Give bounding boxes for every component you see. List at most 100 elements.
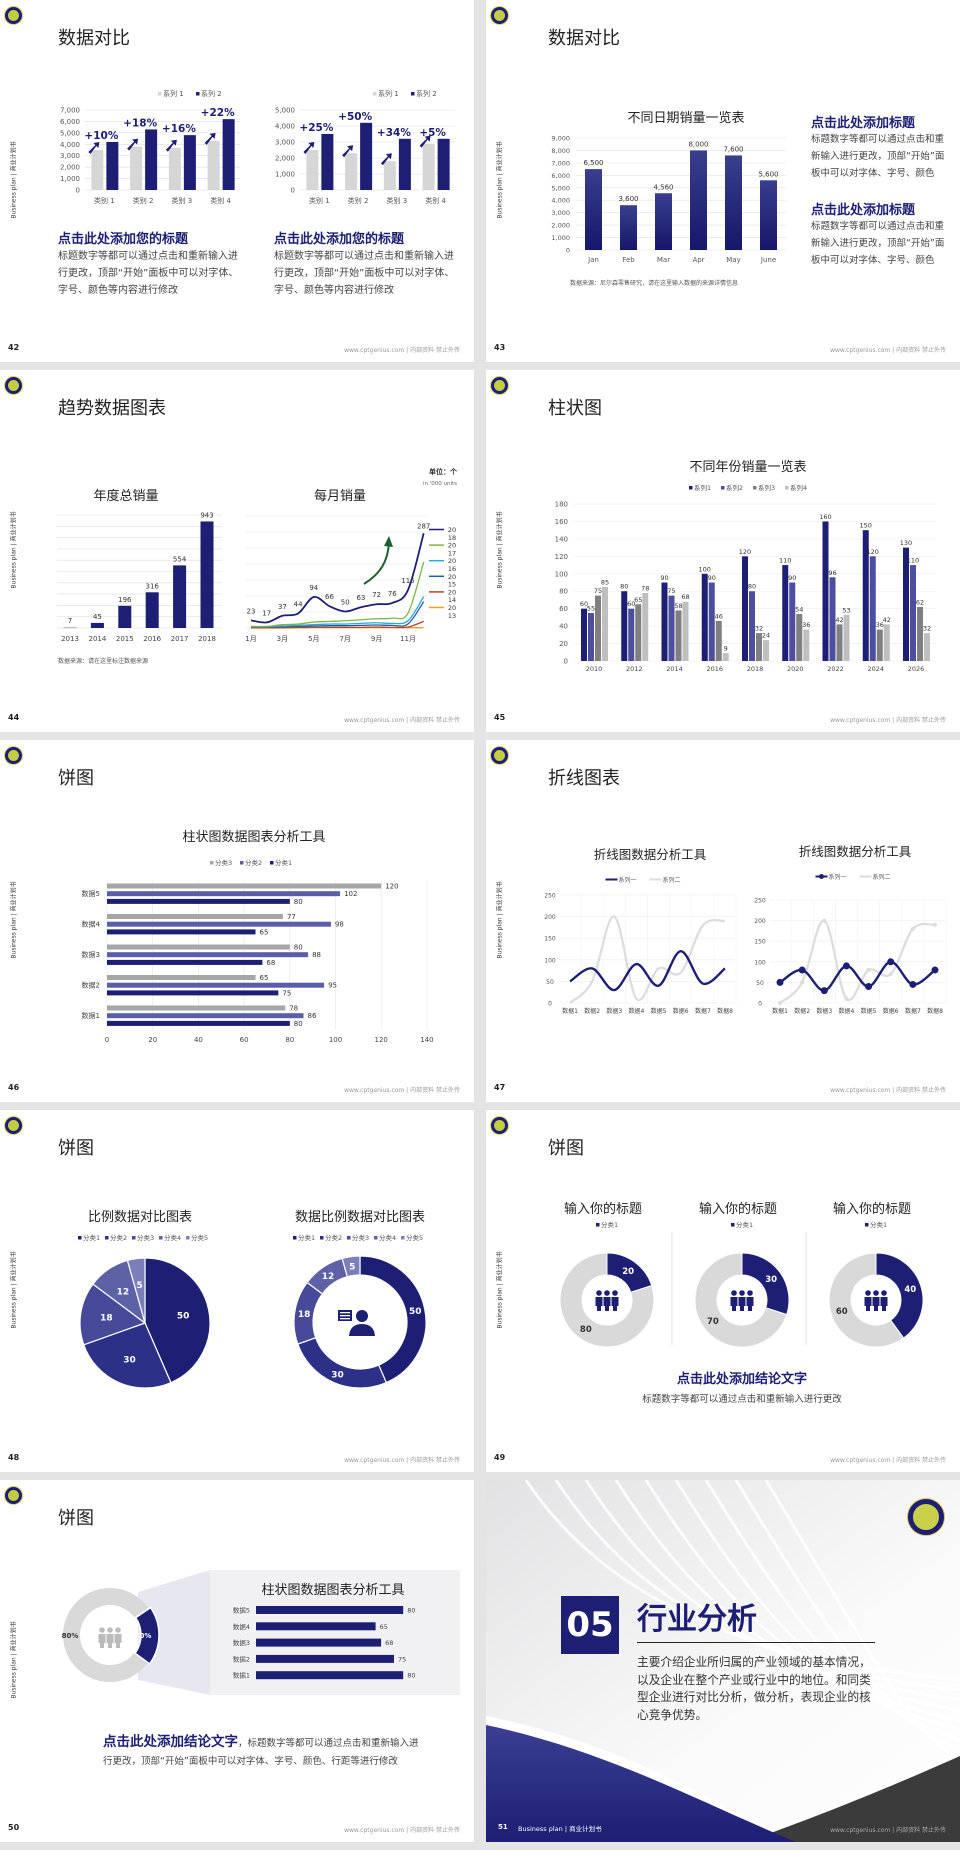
slide-44[interactable]: 7 2013 45 2014 196 2015 316 2016 554 2017 943 2018 2… (0, 370, 474, 732)
data-label: 63 (356, 594, 365, 602)
category-label: 2016 (706, 665, 723, 673)
x-tick-label: 数据8 (717, 1007, 733, 1015)
bar-series-1 (168, 147, 181, 190)
bar-series-3 (675, 610, 682, 661)
person-body (603, 1297, 611, 1311)
footer-text: www.cptgenius.com | 内部资料 禁止外传 (344, 347, 460, 354)
slide-47[interactable]: 0 50 100 150 200 250 数据1 数据2 数据3 数据4 数据5 数据6 数据7 数据8 系… (486, 740, 960, 1102)
slide-title: 折线图表 (548, 768, 620, 789)
person-body (595, 1297, 603, 1311)
bar-分类2 (107, 1013, 304, 1019)
data-label: 80 (620, 583, 628, 591)
data-label: 44 (294, 600, 303, 608)
legend-swatch (159, 1236, 163, 1240)
legend-label: 分类5 (406, 1233, 423, 1242)
data-label: 68 (385, 1639, 393, 1647)
bar-series-2 (869, 556, 876, 661)
y-tick-label: 100 (754, 959, 766, 966)
y-tick-label: 1,000 (551, 234, 570, 242)
conclusion-body-line2: 行更改，顶部“开始”面板中可以对字体、字号、颜色、行距等进行修改 (103, 1756, 398, 1767)
data-label: 120 (739, 548, 751, 556)
slide-49[interactable]: 20 80 分类1 30 70 分类1 40 60 分类1 Business plan | 商业… (486, 1110, 960, 1472)
legend-label: 20 (448, 573, 456, 581)
pie-slice-分类5 (126, 1257, 146, 1324)
category-label: 2015 (116, 635, 134, 643)
bar (256, 1606, 404, 1614)
category-label: June (760, 256, 776, 264)
x-tick-label: 数据8 (927, 1007, 943, 1015)
series-line-系列二 (569, 915, 726, 1004)
legend-swatch (373, 92, 377, 96)
bubble-line (340, 1312, 350, 1314)
y-tick-label: 160 (555, 518, 568, 526)
bar-series-2 (588, 613, 594, 661)
x-tick-label: 数据6 (883, 1007, 899, 1015)
bar-series-1 (383, 161, 396, 190)
wave-line (734, 1480, 960, 1752)
slide-50[interactable]: 20% 80% 数据5 80 数据4 65 数据3 68 数据2 75 数据1 80 Business… (0, 1480, 474, 1842)
chart-title: 年度总销量 (93, 489, 159, 504)
data-label: 53 (842, 606, 850, 614)
y-tick-label: 5,000 (551, 184, 570, 192)
category-label: 类别 4 (425, 196, 446, 205)
data-label: 80 (748, 583, 756, 591)
y-tick-label: 140 (555, 535, 568, 543)
page-number: 42 (8, 343, 20, 352)
growth-arrow-icon (303, 142, 315, 154)
bar-series-4 (602, 586, 608, 661)
category-label: 2017 (171, 635, 189, 643)
legend-label: 20 (448, 542, 456, 550)
legend-label: 系列一 (829, 873, 847, 881)
y-tick-label: 2,000 (275, 155, 295, 163)
chart-title: 数据比例数据对比图表 (294, 1210, 426, 1225)
x-tick-label: 数据4 (839, 1007, 855, 1015)
data-label: 55 (587, 605, 595, 613)
value-label: 80 (580, 1325, 592, 1335)
slide-50-charts: 20% 80% 数据5 80 数据4 65 数据3 68 数据2 75 数据1 80 (62, 1570, 460, 1695)
person-head (612, 1290, 618, 1296)
slide-title: 柱状图 (548, 398, 602, 419)
slide-47-charts: 0 50 100 150 200 250 数据1 数据2 数据3 数据4 数据5 数据6 数据7 数据8 系… (544, 873, 947, 1015)
data-label: 80 (294, 944, 303, 952)
legend-label: 20 (448, 588, 456, 596)
slide-48[interactable]: 50 30 18 12 5 分类1 分类2 分类3 分类4 分类5 50 30 18 12 5 分类1 分类2 分… (0, 1110, 474, 1472)
data-label: 88 (312, 951, 321, 959)
slide-45[interactable]: 0 20 40 60 80 100 120 140 160 180 60 55 75 85 2010 80 60… (486, 370, 960, 732)
x-tick-label: 数据3 (606, 1007, 622, 1015)
data-label: 90 (788, 574, 796, 582)
slide-49-charts: 20 80 分类1 30 70 分类1 40 60 分类1 (559, 1220, 924, 1348)
data-label: 80 (294, 898, 303, 906)
page-number: 50 (8, 1823, 20, 1832)
sidebar-label: Business plan | 商业计划书 (10, 141, 18, 219)
x-tick-label: 数据5 (861, 1007, 877, 1015)
bar-分类2 (107, 982, 325, 988)
data-point (866, 968, 871, 973)
data-label: 60 (580, 600, 588, 608)
legend-label: 分类3 (137, 1233, 154, 1242)
page-number: 46 (8, 1083, 20, 1092)
person-body (864, 1297, 872, 1311)
series-line (250, 561, 425, 628)
logo-icon (5, 377, 22, 394)
conclusion: 点击此处添加结论文字，标题数字等都可以通过点击和重新输入进 (103, 1730, 419, 1750)
logo-icon (5, 747, 22, 764)
category-label: May (726, 256, 740, 264)
footer-text: www.cptgenius.com | 内部资料 禁止外传 (344, 1827, 460, 1834)
growth-arrow-icon (342, 145, 354, 158)
slide-51-section-cover[interactable]: 05 行业分析 主要介绍企业所归属的产业领域的基本情况，以及企业在整个产业或行业… (486, 1480, 960, 1842)
block-heading: 点击此处添加标题 (811, 203, 916, 218)
category-label: 2013 (61, 635, 79, 643)
data-label: 94 (309, 584, 318, 592)
pie-slice-分类3 (79, 1283, 147, 1346)
slide-42[interactable]: 0 1,000 2,000 3,000 4,000 5,000 6,000 7,000 类别 1… (0, 0, 474, 362)
legend-label: 分类3 (215, 858, 232, 867)
slide-43[interactable]: 0 1,000 2,000 3,000 4,000 5,000 6,000 7,000 8,00… (486, 0, 960, 362)
data-label: 110 (907, 557, 919, 565)
person-head (739, 1290, 745, 1296)
slide-46[interactable]: 0 20 40 60 80 100 120 140 120 102 80 数据5 77 98 65 数据4 80… (0, 740, 474, 1102)
bar-series-4 (763, 640, 769, 661)
y-tick-label: 0 (566, 247, 570, 255)
bar-series-2 (398, 138, 411, 190)
y-tick-label: 7,000 (60, 107, 80, 115)
bar-series-1 (306, 150, 319, 190)
